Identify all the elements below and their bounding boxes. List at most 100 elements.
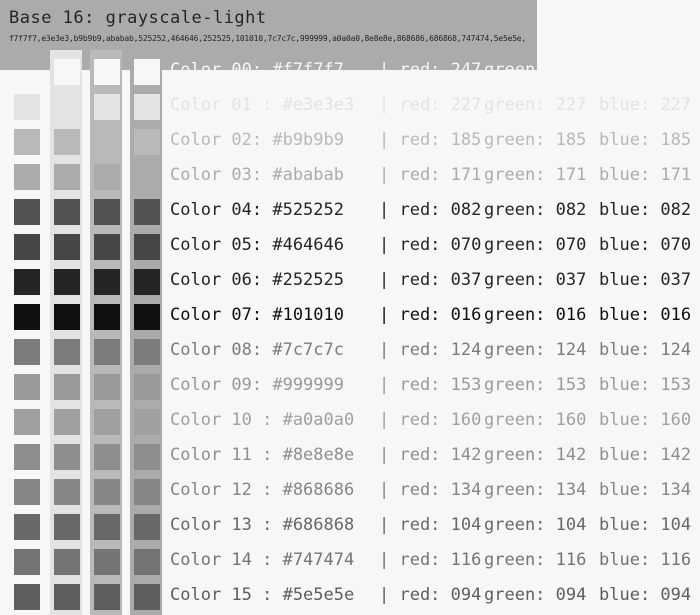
color-name-label: Color 12 : #868686 — [170, 480, 355, 500]
blue-value: blue: 171 — [599, 165, 692, 185]
red-value: | red: 104 — [379, 515, 482, 535]
blue-value: blue: 142 — [599, 445, 692, 465]
color-name-label: Color 06: #252525 — [170, 270, 344, 290]
color-swatch — [54, 94, 80, 120]
blue-value: blue: 037 — [599, 270, 692, 290]
red-value: | red: 185 — [379, 130, 482, 150]
green-value: green: 037 — [484, 270, 587, 290]
color-swatch — [134, 164, 160, 190]
color-swatch — [94, 444, 120, 470]
color-swatch — [134, 304, 160, 330]
color-swatch — [134, 444, 160, 470]
green-value: green: 094 — [484, 585, 587, 605]
color-swatch — [134, 199, 160, 225]
color-name-label: Color 13 : #686868 — [170, 515, 355, 535]
green-value: green: 171 — [484, 165, 587, 185]
color-swatch — [54, 129, 80, 155]
color-swatch — [94, 269, 120, 295]
color-swatch — [14, 164, 40, 190]
color-swatch — [54, 514, 80, 540]
red-value: | red: 153 — [379, 375, 482, 395]
color-swatch — [134, 549, 160, 575]
color-swatch — [54, 199, 80, 225]
green-value: green: 016 — [484, 305, 587, 325]
color-swatch — [54, 304, 80, 330]
red-value: | red: 134 — [379, 480, 482, 500]
blue-value: blue: 247 — [599, 60, 692, 80]
color-swatch — [94, 199, 120, 225]
blue-value: blue: 153 — [599, 375, 692, 395]
color-swatch — [94, 514, 120, 540]
green-value: green: 247 — [484, 60, 587, 80]
color-swatch — [134, 409, 160, 435]
color-name-label: Color 00: #f7f7f7 — [170, 60, 344, 80]
color-swatch — [14, 444, 40, 470]
color-swatch — [14, 374, 40, 400]
color-swatch — [134, 479, 160, 505]
color-name-label: Color 01 : #e3e3e3 — [170, 95, 355, 115]
color-swatch — [134, 234, 160, 260]
header-row-band — [0, 0, 537, 70]
color-name-label: Color 08: #7c7c7c — [170, 340, 344, 360]
red-value: | red: 171 — [379, 165, 482, 185]
color-swatch — [14, 304, 40, 330]
color-swatch — [134, 59, 160, 85]
blue-value: blue: 227 — [599, 95, 692, 115]
color-swatch — [54, 339, 80, 365]
color-name-label: Color 10 : #a0a0a0 — [170, 410, 355, 430]
color-swatch — [14, 549, 40, 575]
red-value: | red: 082 — [379, 200, 482, 220]
green-value: green: 070 — [484, 235, 587, 255]
color-swatch — [14, 129, 40, 155]
color-swatch — [14, 514, 40, 540]
color-swatch — [54, 479, 80, 505]
green-value: green: 227 — [484, 95, 587, 115]
blue-value: blue: 185 — [599, 130, 692, 150]
blue-value: blue: 016 — [599, 305, 692, 325]
color-swatch — [94, 94, 120, 120]
color-name-label: Color 05: #464646 — [170, 235, 344, 255]
red-value: | red: 247 — [379, 60, 482, 80]
green-value: green: 160 — [484, 410, 587, 430]
color-name-label: Color 11 : #8e8e8e — [170, 445, 355, 465]
green-value: green: 185 — [484, 130, 587, 150]
color-swatch — [134, 339, 160, 365]
color-swatch — [14, 199, 40, 225]
color-swatch — [94, 304, 120, 330]
green-value: green: 134 — [484, 480, 587, 500]
color-swatch — [54, 164, 80, 190]
red-value: | red: 227 — [379, 95, 482, 115]
color-swatch — [54, 59, 80, 85]
blue-value: blue: 160 — [599, 410, 692, 430]
color-swatch — [14, 409, 40, 435]
page-title: Base 16: grayscale-light — [9, 8, 267, 28]
color-swatch — [14, 479, 40, 505]
hex-color-list: f7f7f7,e3e3e3,b9b9b9,ababab,525252,46464… — [9, 34, 527, 43]
blue-value: blue: 070 — [599, 235, 692, 255]
color-swatch — [14, 269, 40, 295]
red-value: | red: 016 — [379, 305, 482, 325]
blue-value: blue: 116 — [599, 550, 692, 570]
color-swatch — [134, 584, 160, 610]
color-swatch — [134, 374, 160, 400]
color-swatch — [94, 59, 120, 85]
blue-value: blue: 134 — [599, 480, 692, 500]
blue-value: blue: 082 — [599, 200, 692, 220]
green-value: green: 153 — [484, 375, 587, 395]
color-swatch — [134, 94, 160, 120]
color-swatch — [94, 374, 120, 400]
color-name-label: Color 03: #ababab — [170, 165, 344, 185]
color-name-label: Color 04: #525252 — [170, 200, 344, 220]
red-value: | red: 037 — [379, 270, 482, 290]
color-swatch — [94, 549, 120, 575]
green-value: green: 142 — [484, 445, 587, 465]
color-swatch — [54, 269, 80, 295]
red-value: | red: 142 — [379, 445, 482, 465]
red-value: | red: 160 — [379, 410, 482, 430]
color-swatch — [94, 164, 120, 190]
color-swatch — [14, 234, 40, 260]
color-swatch — [14, 584, 40, 610]
blue-value: blue: 104 — [599, 515, 692, 535]
red-value: | red: 124 — [379, 340, 482, 360]
color-swatch — [94, 409, 120, 435]
